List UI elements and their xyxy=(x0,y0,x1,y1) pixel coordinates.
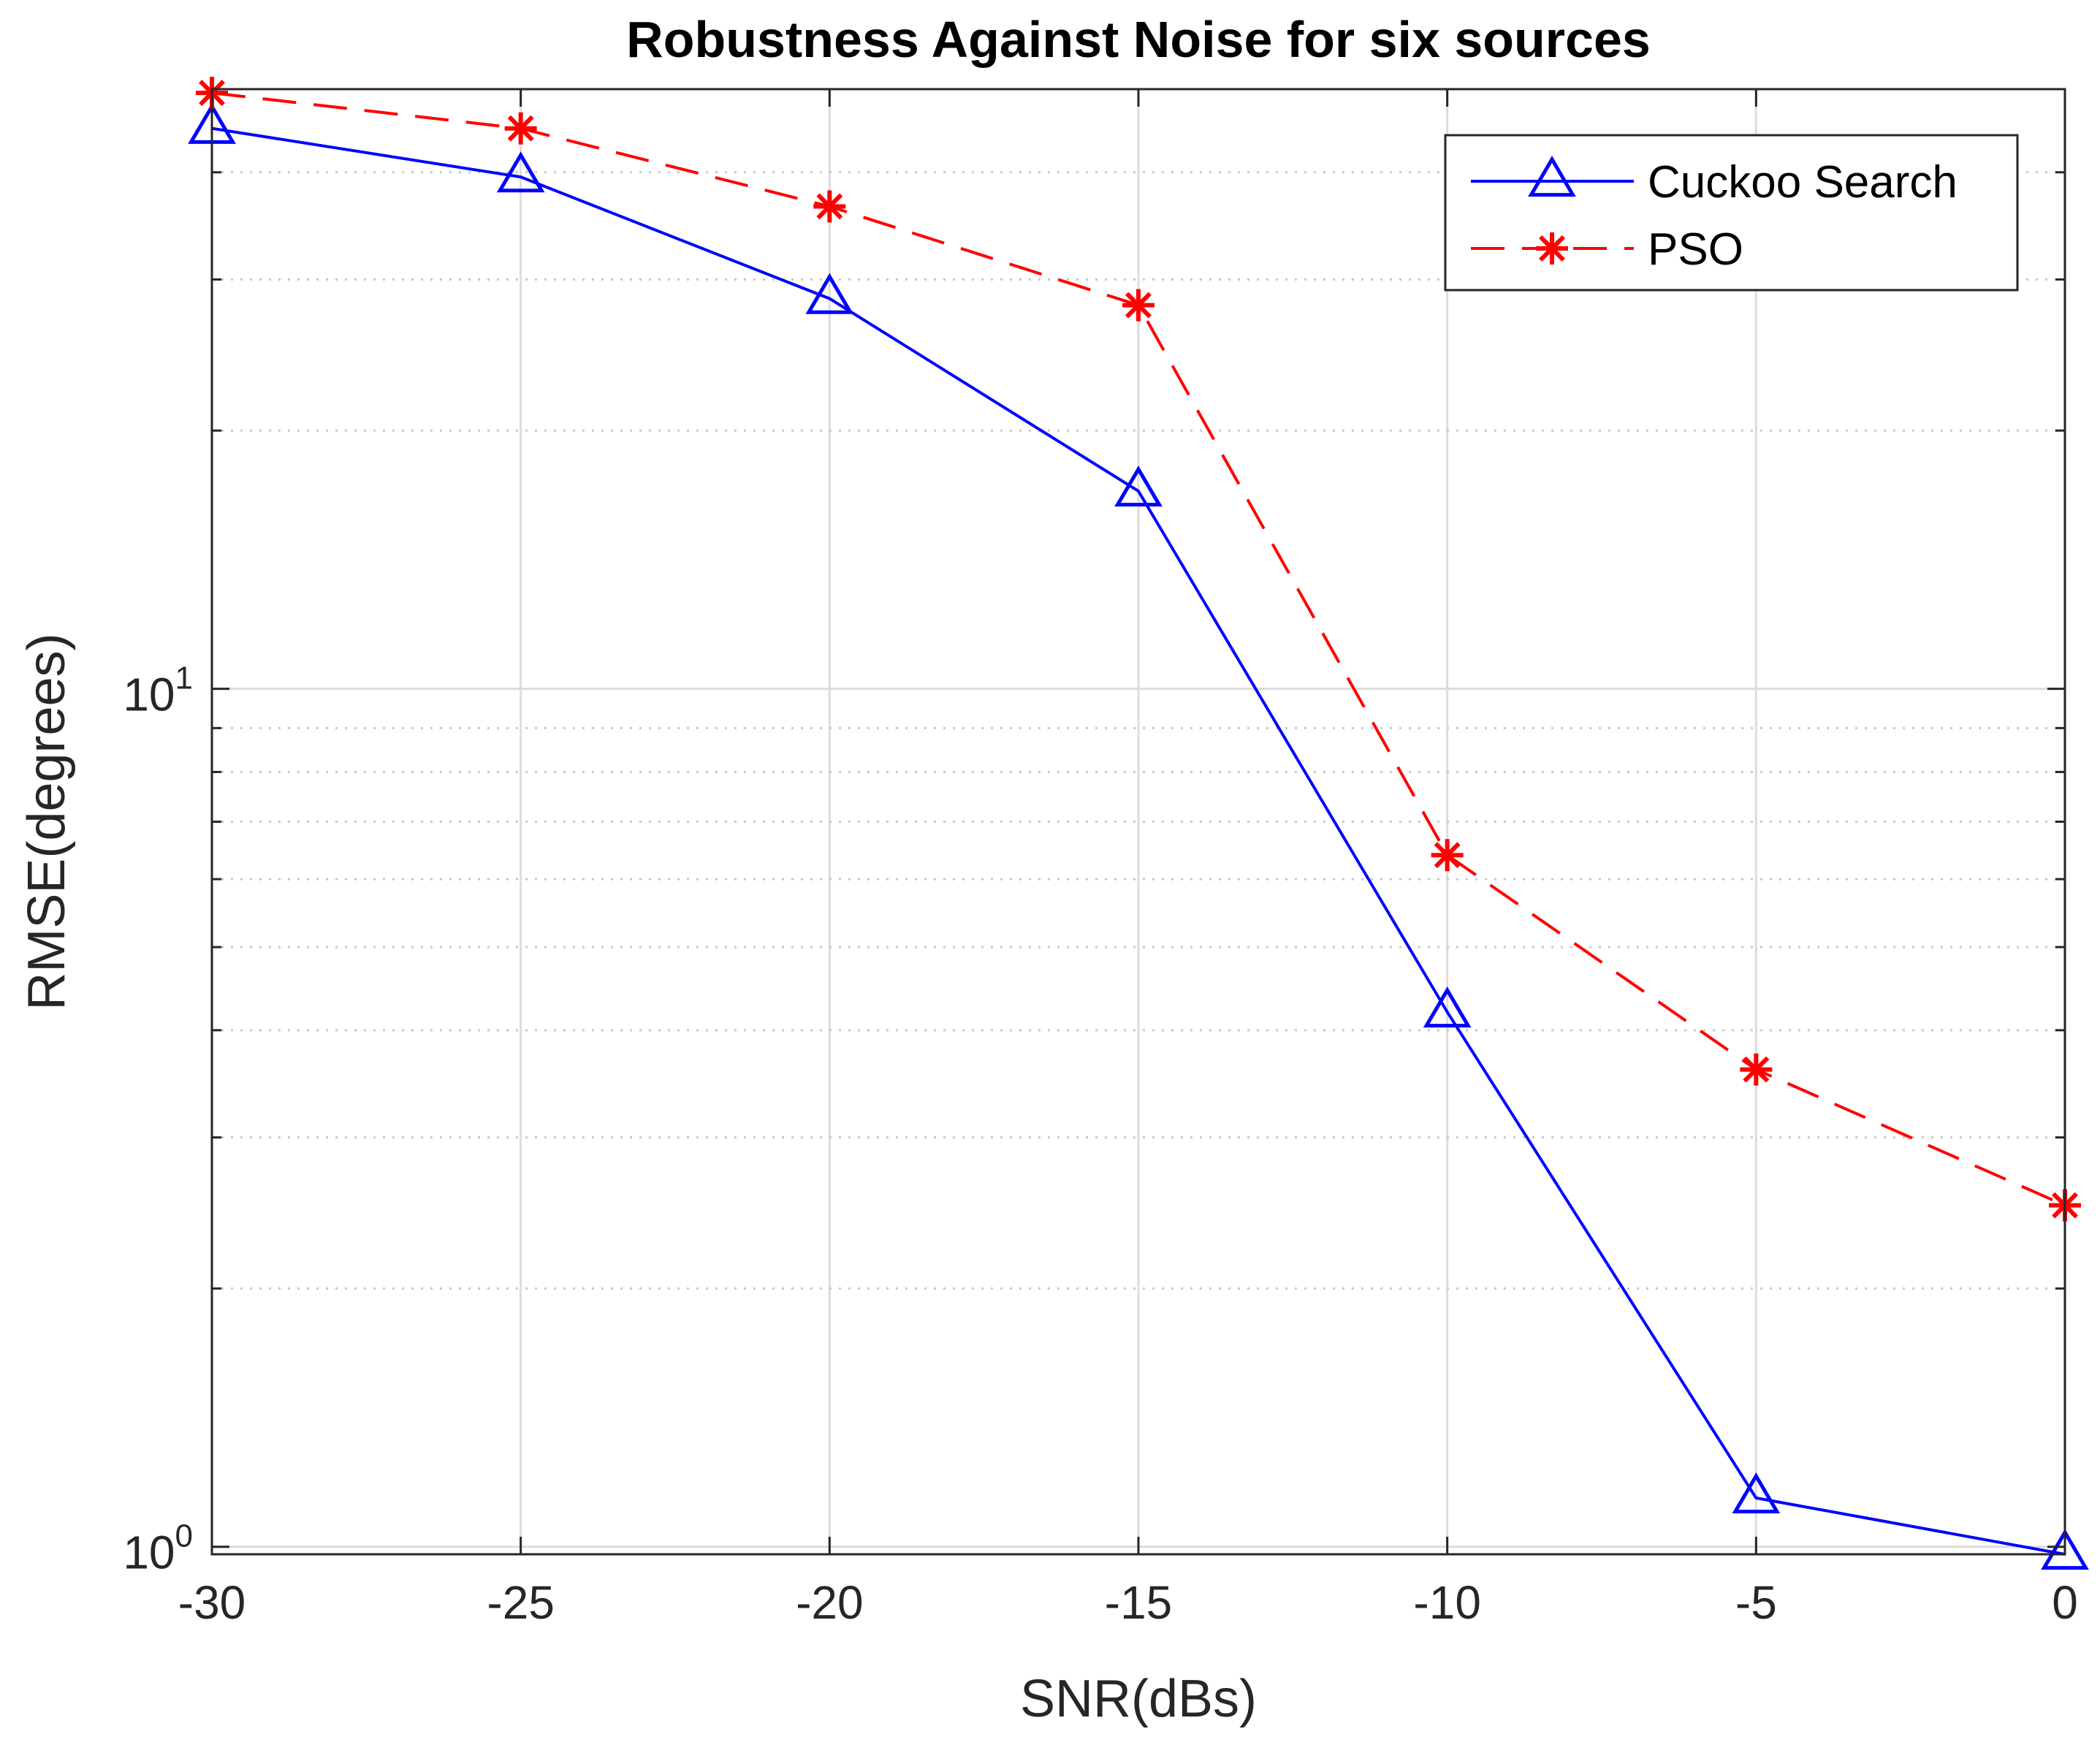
asterisk-strokes xyxy=(813,190,846,223)
x-tick-label: -5 xyxy=(1735,1576,1777,1629)
data-point-triangle xyxy=(2041,1529,2089,1570)
y-tick-label-base: 10 xyxy=(123,1527,175,1579)
x-tick-label: -30 xyxy=(178,1576,246,1629)
data-point-triangle xyxy=(805,273,854,314)
y-tick-label-exponent: 1 xyxy=(175,661,193,696)
data-point-triangle xyxy=(1732,1472,1781,1513)
chart-title: Robustness Against Noise for six sources xyxy=(626,11,1651,68)
x-tick-label: -20 xyxy=(796,1576,864,1629)
data-point-asterisk xyxy=(1122,289,1154,322)
data-point-asterisk xyxy=(504,112,537,145)
legend: Cuckoo Search PSO xyxy=(1444,134,2019,292)
x-tick-label: -15 xyxy=(1105,1576,1173,1629)
x-axis-label: SNR(dBs) xyxy=(1020,1670,1257,1728)
y-tick-label: 100 xyxy=(123,1518,193,1579)
x-tick-label: 0 xyxy=(2052,1576,2078,1629)
data-point-asterisk xyxy=(813,190,846,223)
legend-box xyxy=(1444,134,2019,292)
y-tick-label: 101 xyxy=(123,661,193,721)
legend-label: Cuckoo Search xyxy=(1648,157,1958,208)
asterisk-strokes xyxy=(504,112,537,145)
y-tick-label-base: 10 xyxy=(123,669,175,721)
legend-item: PSO xyxy=(1471,224,1743,275)
data-point-triangle xyxy=(496,151,545,193)
asterisk-strokes xyxy=(1536,232,1568,265)
data-point-triangle xyxy=(1114,465,1163,507)
x-tick-label: -10 xyxy=(1413,1576,1481,1629)
asterisk-strokes xyxy=(1122,289,1154,322)
legend-marker-triangle xyxy=(1528,156,1576,197)
x-tick-label: -25 xyxy=(487,1576,555,1629)
series-line xyxy=(211,126,2066,1556)
data-point-asterisk xyxy=(1740,1053,1773,1086)
data-point-asterisk xyxy=(1431,839,1464,872)
legend-item: Cuckoo Search xyxy=(1471,156,1958,208)
asterisk-strokes xyxy=(1740,1053,1773,1086)
legend-marker-asterisk xyxy=(1536,232,1568,265)
data-point-triangle xyxy=(1423,986,1472,1028)
y-tick-label-exponent: 0 xyxy=(175,1518,193,1554)
y-axis-label: RMSE(degrees) xyxy=(18,633,76,1010)
asterisk-strokes xyxy=(1431,839,1464,872)
legend-label: PSO xyxy=(1648,224,1743,275)
